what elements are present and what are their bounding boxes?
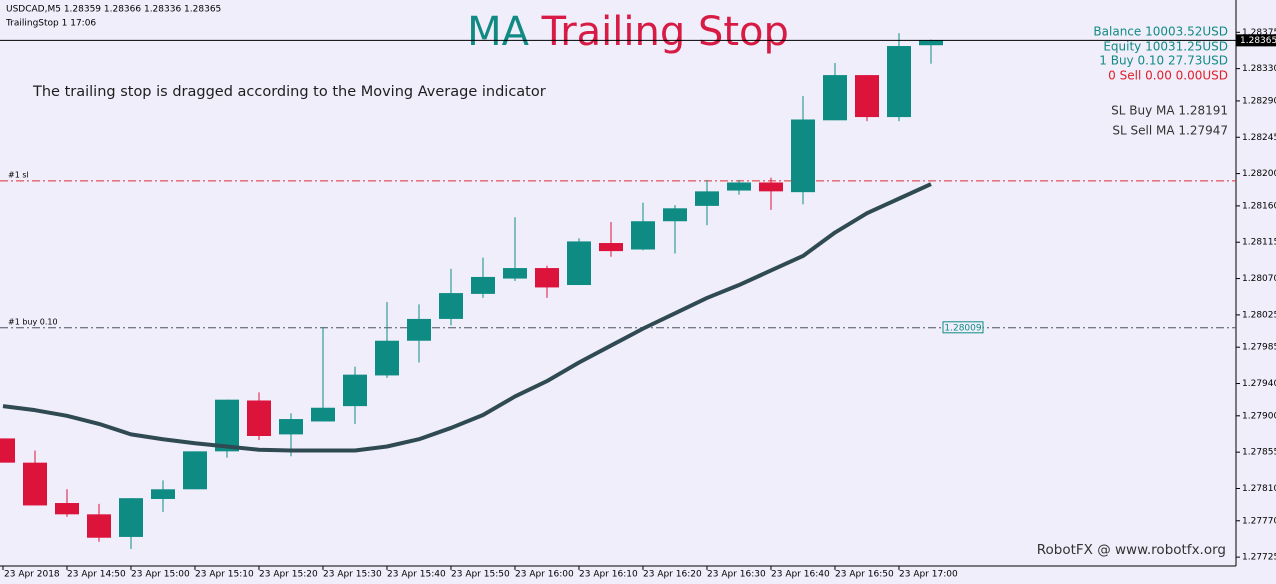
x-tick-label: 23 Apr 15:20 bbox=[259, 570, 318, 580]
candle-body bbox=[919, 40, 943, 46]
y-tick-label: 1.27770 bbox=[1242, 516, 1276, 526]
candle-body bbox=[343, 374, 367, 407]
candle-body bbox=[55, 503, 79, 515]
candle-body bbox=[23, 462, 47, 506]
candle-body bbox=[0, 438, 15, 463]
x-tick-label: 23 Apr 16:50 bbox=[835, 570, 894, 580]
candle-body bbox=[87, 514, 111, 538]
candle-body bbox=[631, 221, 655, 250]
y-tick-label: 1.28025 bbox=[1242, 310, 1276, 320]
x-tick-label: 23 Apr 16:00 bbox=[515, 570, 574, 580]
y-tick-label: 1.28115 bbox=[1242, 238, 1276, 248]
subtitle: The trailing stop is dragged according t… bbox=[32, 84, 546, 100]
info-line: 0 Sell 0.00 0.00USD bbox=[1108, 69, 1228, 83]
candle-body bbox=[663, 208, 687, 222]
candle-body bbox=[695, 191, 719, 206]
info-line: SL Sell MA 1.27947 bbox=[1112, 124, 1228, 138]
x-tick-label: 23 Apr 15:00 bbox=[131, 570, 190, 580]
chart-title: MA Trailing Stop bbox=[467, 9, 789, 55]
moving-average bbox=[2, 182, 932, 453]
y-tick-label: 1.27900 bbox=[1242, 411, 1276, 421]
x-tick-label: 23 Apr 2018 bbox=[4, 570, 60, 580]
x-tick-label: 23 Apr 17:00 bbox=[899, 570, 958, 580]
x-tick-label: 23 Apr 15:30 bbox=[323, 570, 382, 580]
y-tick-label: 1.27855 bbox=[1242, 448, 1276, 458]
y-tick-label: 1.28245 bbox=[1242, 133, 1276, 143]
x-tick-label: 23 Apr 16:20 bbox=[643, 570, 702, 580]
candle-body bbox=[311, 407, 335, 422]
candle-body bbox=[215, 399, 239, 452]
x-tick-label: 23 Apr 16:30 bbox=[707, 570, 766, 580]
y-tick-label: 1.28160 bbox=[1242, 201, 1276, 211]
candle-body bbox=[887, 46, 911, 118]
y-tick-label: 1.27725 bbox=[1242, 553, 1276, 563]
y-tick-label: 1.28070 bbox=[1242, 274, 1276, 284]
candle-body bbox=[599, 243, 623, 252]
y-tick-label: 1.28330 bbox=[1242, 64, 1276, 74]
candle-body bbox=[791, 119, 815, 193]
candle-body bbox=[375, 340, 399, 376]
candle-body bbox=[759, 182, 783, 192]
order-level-label: #1 buy 0.10 bbox=[8, 317, 58, 326]
x-tick-label: 23 Apr 15:40 bbox=[387, 570, 446, 580]
x-tick-label: 23 Apr 14:50 bbox=[67, 570, 126, 580]
info-line: Equity 10031.25USD bbox=[1103, 40, 1228, 54]
x-tick-label: 23 Apr 15:10 bbox=[195, 570, 254, 580]
order-price-label: 1.28009 bbox=[944, 323, 981, 333]
info-line: SL Buy MA 1.28191 bbox=[1111, 104, 1228, 118]
y-tick-label: 1.28200 bbox=[1242, 169, 1276, 179]
order-price-box bbox=[942, 321, 984, 334]
x-tick-label: 23 Apr 15:50 bbox=[451, 570, 510, 580]
order-level-label: #1 sl bbox=[8, 170, 29, 179]
candle-body bbox=[855, 75, 879, 118]
info-line: 1 Buy 0.10 27.73USD bbox=[1099, 54, 1228, 68]
title-part: MA bbox=[467, 9, 530, 55]
candle-body bbox=[119, 498, 143, 537]
last-price-box bbox=[1236, 34, 1276, 47]
info-line: Balance 10003.52USD bbox=[1093, 25, 1228, 39]
candle-body bbox=[439, 293, 463, 319]
candle-body bbox=[183, 451, 207, 490]
x-tick-label: 23 Apr 16:10 bbox=[579, 570, 638, 580]
candle-body bbox=[535, 268, 559, 288]
symbol-header: USDCAD,M5 1.28359 1.28366 1.28336 1.2836… bbox=[6, 5, 221, 15]
expert-label: TrailingStop 1 17:06 bbox=[5, 19, 96, 29]
y-tick-label: 1.27940 bbox=[1242, 379, 1276, 389]
candle-body bbox=[279, 419, 303, 435]
candle-body bbox=[471, 276, 495, 294]
x-tick-label: 23 Apr 16:40 bbox=[771, 570, 830, 580]
y-tick-label: 1.27985 bbox=[1242, 343, 1276, 353]
y-tick-label: 1.28375 bbox=[1242, 28, 1276, 38]
candle-body bbox=[727, 182, 751, 191]
last-price-label: 1.28365 bbox=[1240, 36, 1276, 46]
y-tick-label: 1.27810 bbox=[1242, 484, 1276, 494]
title-part: Trailing Stop bbox=[541, 9, 789, 55]
candle-body bbox=[823, 75, 847, 121]
candle-body bbox=[503, 268, 527, 279]
candle-body bbox=[247, 400, 271, 437]
candle-body bbox=[407, 318, 431, 341]
candle-body bbox=[151, 489, 175, 499]
y-tick-label: 1.28290 bbox=[1242, 96, 1276, 106]
watermark: RobotFX @ www.robotfx.org bbox=[1037, 542, 1226, 558]
candle-body bbox=[567, 241, 591, 286]
